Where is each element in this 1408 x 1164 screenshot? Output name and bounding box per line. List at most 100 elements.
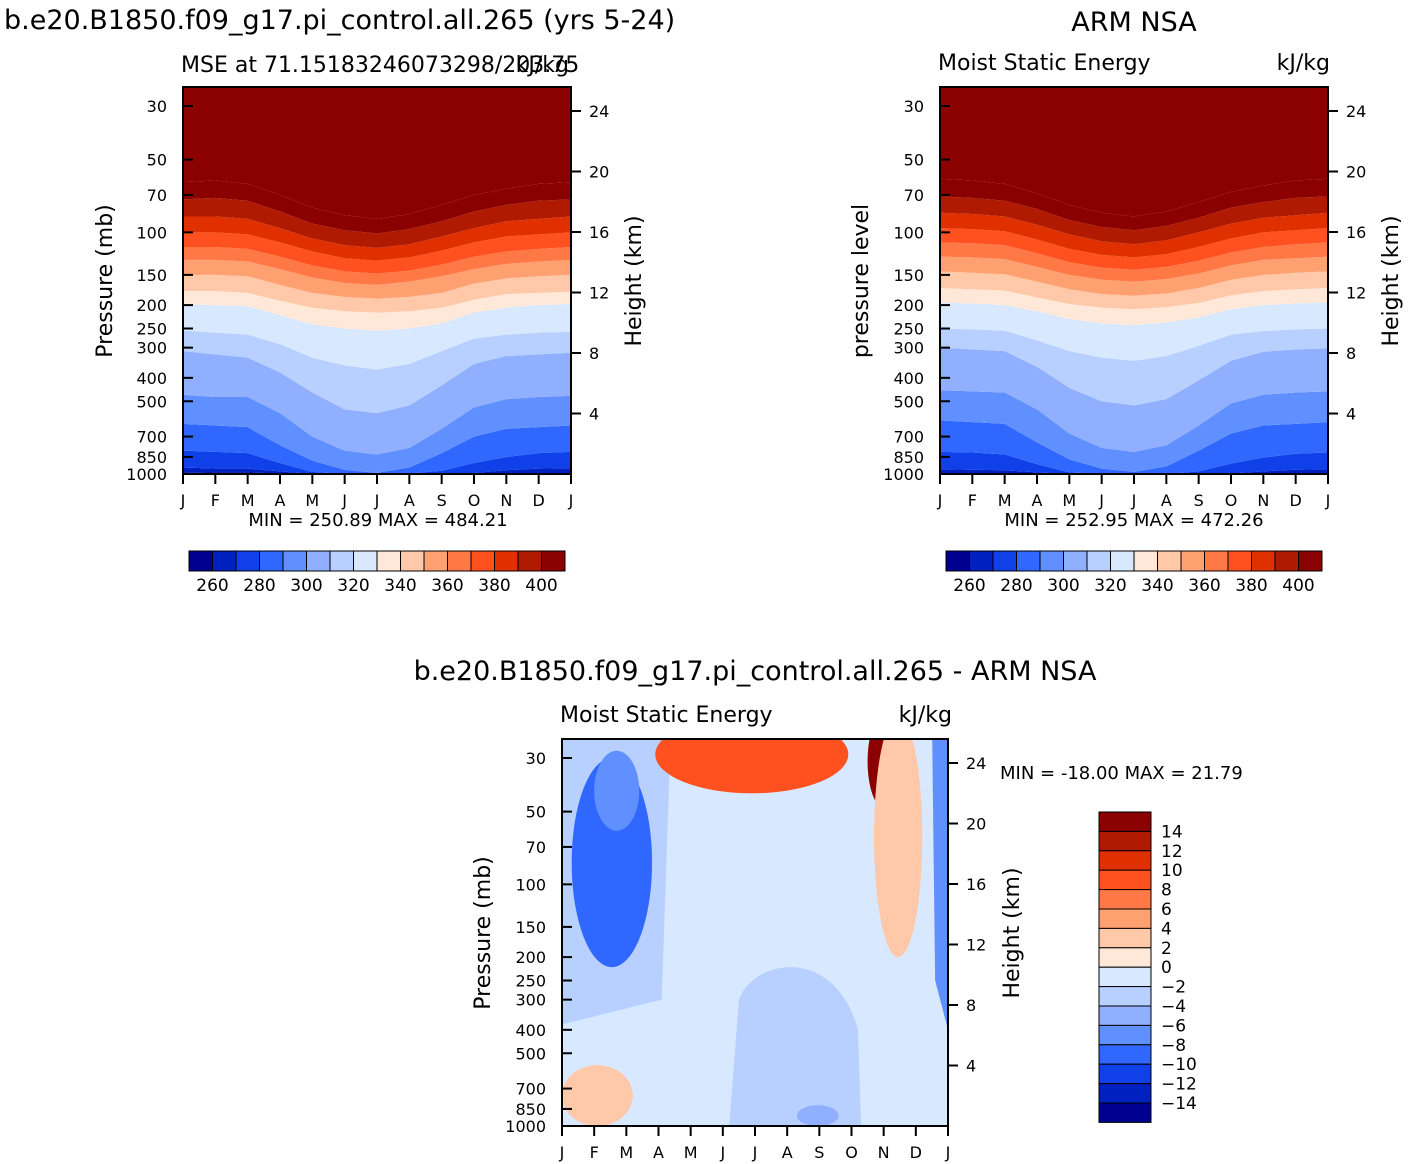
x-tick-label: J [1098, 491, 1104, 510]
colorbar-swatch [400, 550, 425, 572]
colorbar-label: 360 [1188, 576, 1220, 596]
y-tick-label: 1000 [126, 465, 167, 484]
colorbar-swatch [1098, 830, 1152, 852]
colorbar-label: 280 [1000, 576, 1032, 596]
colorbar-swatch [329, 550, 354, 572]
y2-tick-label: 4 [589, 405, 599, 424]
colorbar-swatch [1098, 1005, 1152, 1026]
diff-blob--6 [796, 1105, 839, 1126]
y2-tick-label: 16 [1346, 223, 1366, 242]
panel-diff-left-string: Moist Static Energy [560, 703, 773, 728]
contour-band-260 [183, 467, 571, 474]
panel-diff-right-string: kJ/kg [899, 703, 952, 728]
colorbar-label: −4 [1161, 997, 1186, 1017]
x-tick-label: S [1194, 491, 1204, 510]
panel-model-stats: MIN = 250.89 MAX = 484.21 [248, 510, 507, 531]
x-tick-label: O [1225, 491, 1238, 510]
panel-model-y2label: Height (km) [622, 215, 647, 346]
colorbar-label: 260 [953, 576, 985, 596]
x-tick-label: J [374, 491, 380, 510]
panel-diff-ylabel: Pressure (mb) [471, 856, 496, 1010]
y-tick-label: 300 [136, 339, 167, 358]
panel-obs-title: ARM NSA [1071, 7, 1197, 38]
x-tick-label: D [910, 1143, 922, 1162]
colorbar-swatch [1098, 966, 1152, 988]
contour-band-360 [940, 242, 1328, 282]
y-tick-label: 250 [136, 320, 167, 339]
y-tick-label: 100 [136, 223, 167, 242]
colorbar-swatch [306, 550, 331, 572]
x-tick-label: M [619, 1143, 633, 1162]
colorbar-swatch [282, 550, 307, 572]
colorbar-label: −14 [1161, 1094, 1197, 1114]
colorbar-swatch [517, 550, 542, 572]
panel-model-colorbar: 260 280 300 320 340 360 380 400 [188, 550, 566, 596]
y-tick-label: 1000 [883, 465, 924, 484]
colorbar-label: 400 [1282, 576, 1314, 596]
colorbar-swatch [212, 550, 237, 572]
y-tick-label: 70 [904, 186, 924, 205]
colorbar-label: 340 [384, 576, 416, 596]
diff-blob-2 [874, 739, 923, 958]
x-tick-label: N [500, 491, 512, 510]
contour-band-380 [183, 216, 571, 261]
y-tick-label: 30 [526, 749, 546, 768]
colorbar-swatch [235, 550, 260, 572]
colorbar-label: 320 [337, 576, 369, 596]
y-tick-label: 700 [515, 1080, 546, 1099]
y-tick-label: 300 [893, 339, 924, 358]
y-tick-label: 400 [136, 369, 167, 388]
colorbar-swatch [1098, 889, 1152, 910]
panel-model-left-string: MSE at 71.15183246073298/203.75 [181, 53, 579, 78]
colorbar-swatch [1098, 908, 1152, 929]
y-tick-label: 400 [893, 369, 924, 388]
x-tick-label: F [968, 491, 977, 510]
y2-tick-label: 16 [966, 875, 986, 894]
colorbar-swatch [1274, 550, 1299, 572]
colorbar-swatch [447, 550, 472, 572]
y-tick-label: 200 [136, 296, 167, 315]
x-tick-label: A [275, 491, 286, 510]
contour-band-340 [183, 274, 571, 313]
contour-band-400 [183, 180, 571, 234]
panel-obs-ylabel: pressure level [849, 204, 874, 358]
colorbar-label: 14 [1161, 822, 1183, 842]
panel-diff-y2label: Height (km) [1000, 867, 1025, 998]
contour-band-280 [183, 423, 571, 474]
y-tick-label: 850 [893, 448, 924, 467]
colorbar-label: 300 [290, 576, 322, 596]
colorbar-swatch [376, 550, 401, 572]
contour-band-410 [940, 87, 1328, 217]
panel-obs-stats: MIN = 252.95 MAX = 472.26 [1004, 510, 1263, 531]
panel-diff-stats: MIN = -18.00 MAX = 21.79 [1000, 763, 1243, 784]
colorbar-label: 340 [1141, 576, 1173, 596]
colorbar-swatch [1204, 550, 1229, 572]
x-tick-label: A [782, 1143, 793, 1162]
colorbar-label: 10 [1161, 861, 1183, 881]
y-tick-label: 200 [515, 948, 546, 967]
colorbar-swatch [423, 550, 448, 572]
x-tick-label: M [998, 491, 1012, 510]
y-tick-label: 200 [893, 296, 924, 315]
contour-band-270 [183, 450, 571, 474]
panel-obs-y2label: Height (km) [1379, 215, 1404, 346]
y-tick-label: 850 [515, 1100, 546, 1119]
y-tick-label: 300 [515, 991, 546, 1010]
y2-tick-label: 8 [1346, 344, 1356, 363]
y2-tick-label: 24 [589, 102, 609, 121]
colorbar-label: 8 [1161, 881, 1172, 901]
y-tick-label: 250 [893, 320, 924, 339]
contour-band-390 [940, 196, 1328, 245]
colorbar-swatch [1086, 550, 1111, 572]
x-tick-label: J [1131, 491, 1137, 510]
x-tick-label: J [937, 491, 943, 510]
contour-band-380 [940, 212, 1328, 258]
panel-diff-y2-ticks: 24 20 16 12 8 4 [948, 754, 986, 1076]
panel-obs-left-string: Moist Static Energy [938, 51, 1151, 76]
